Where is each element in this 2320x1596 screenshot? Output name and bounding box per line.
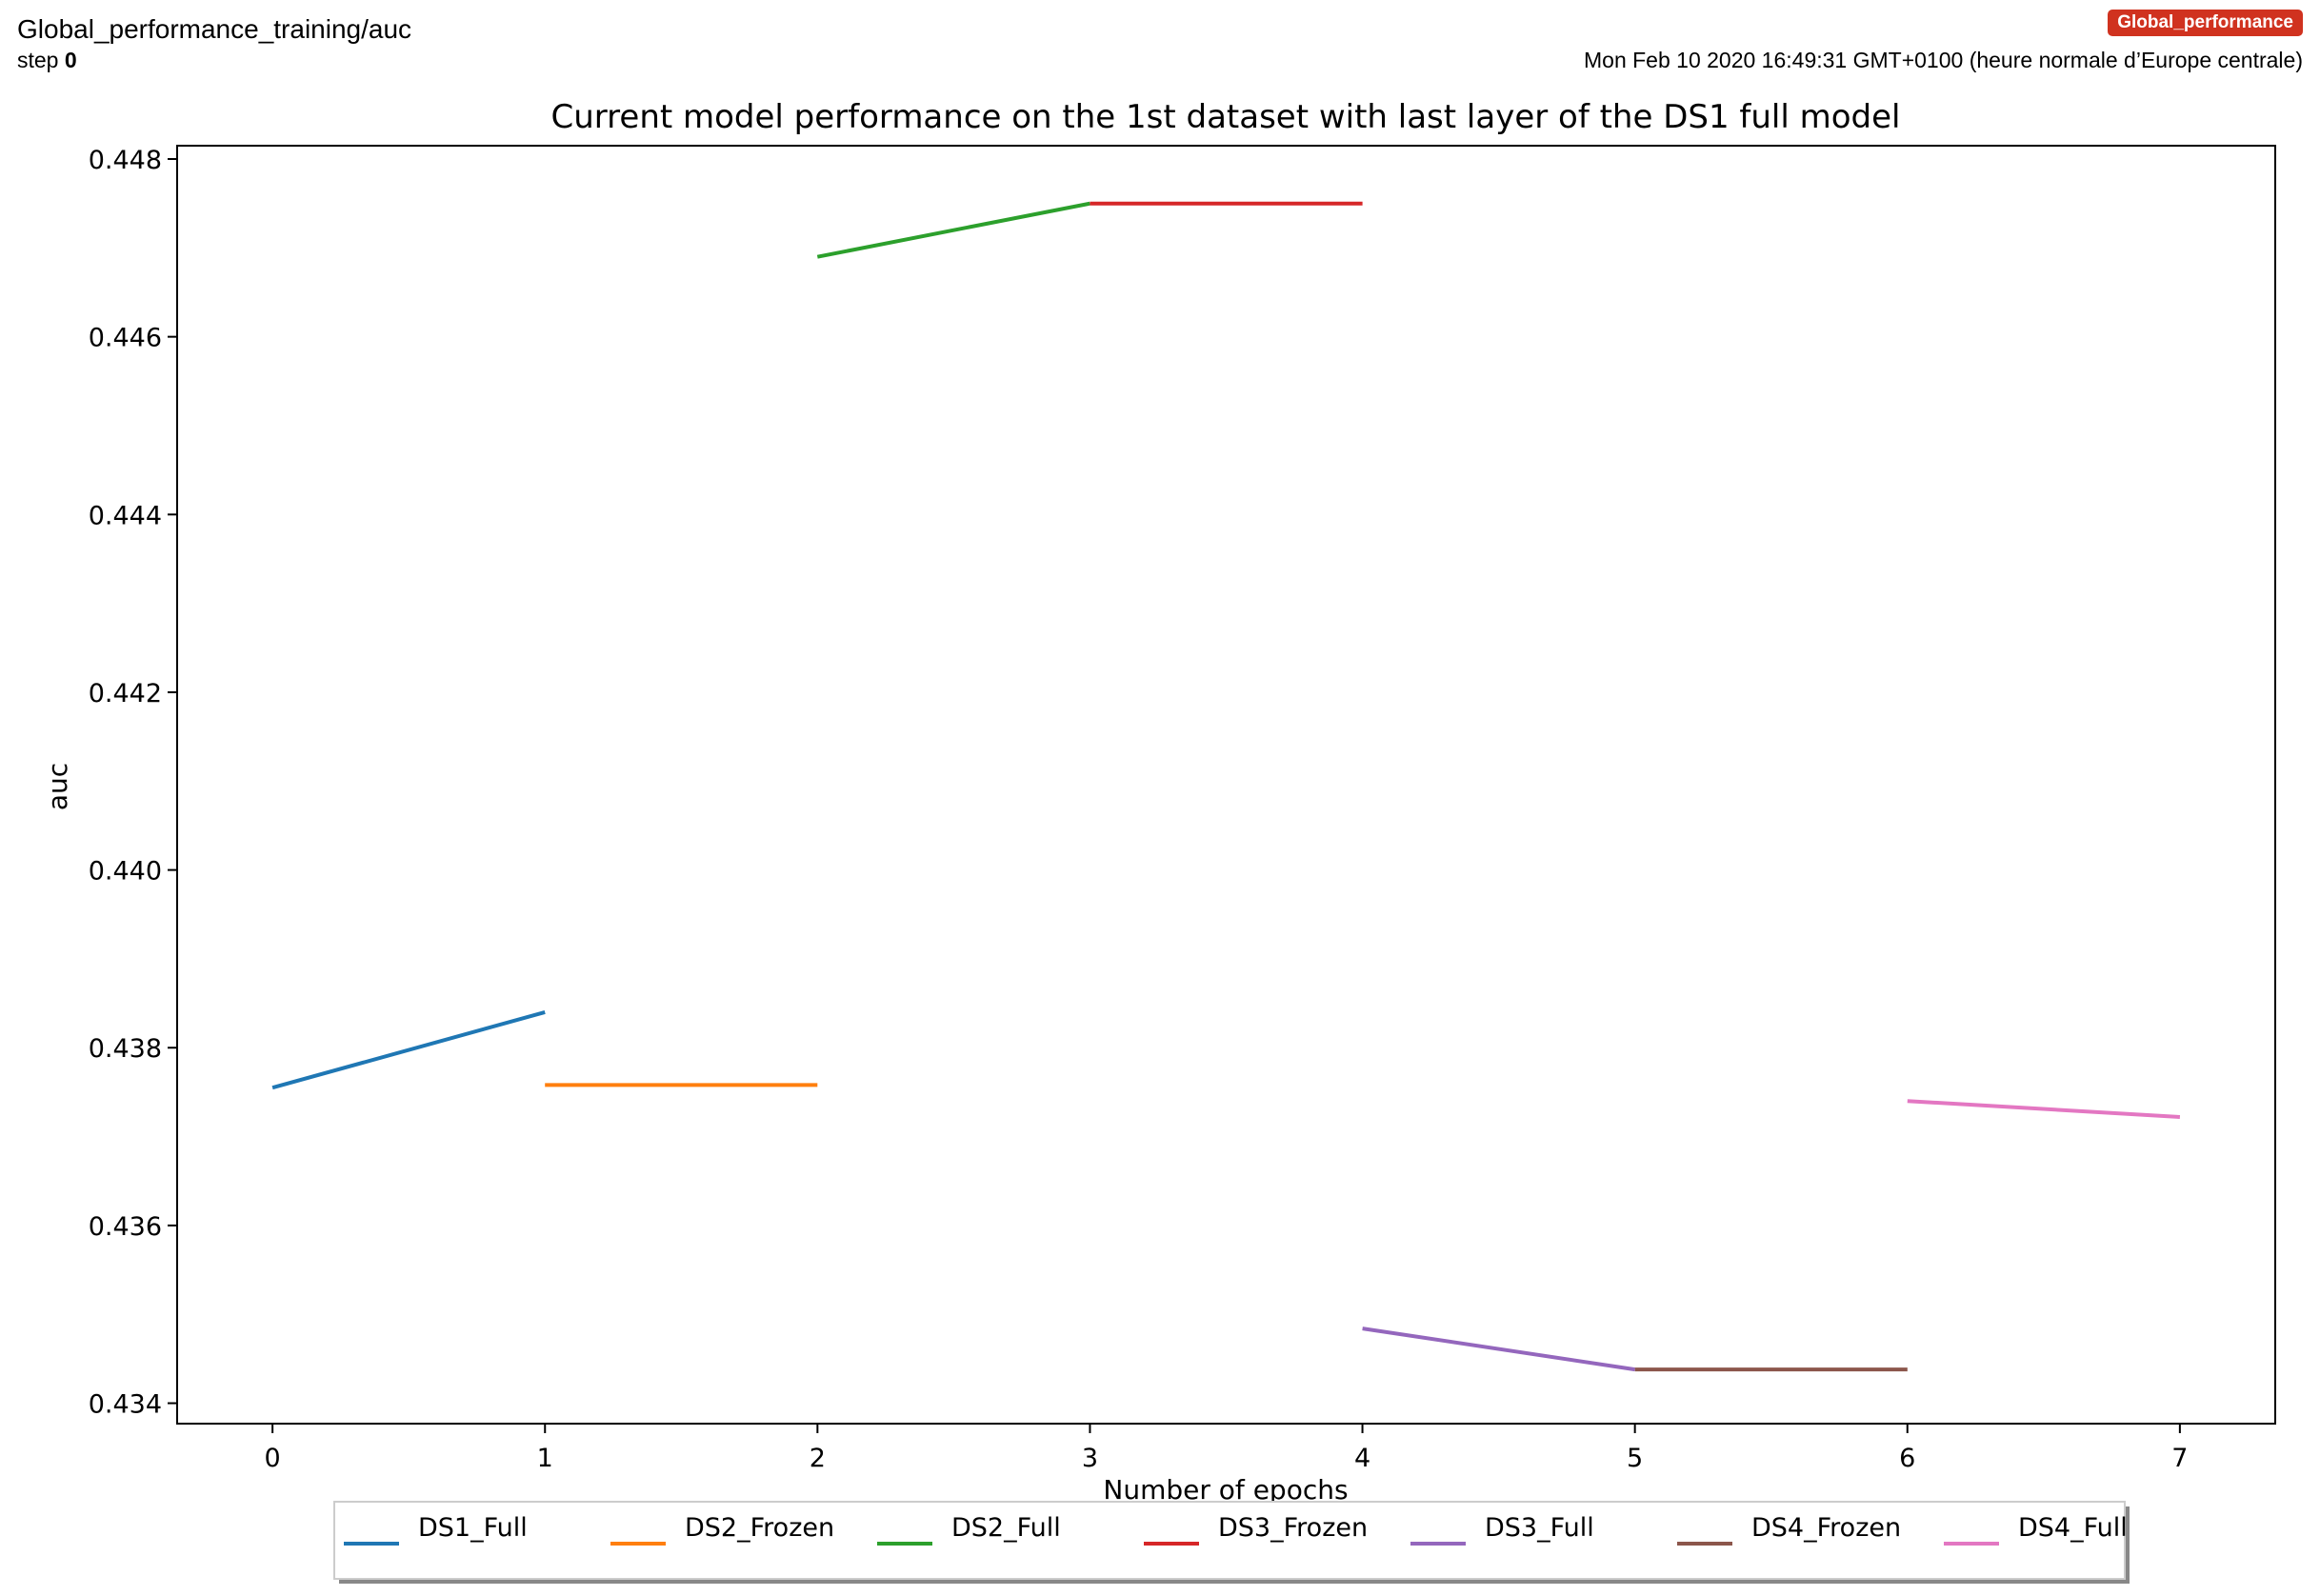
x-tick-label: 2 (810, 1444, 826, 1473)
panel-title: Global_performance_training/auc (17, 14, 412, 44)
series-lines (271, 201, 2181, 1372)
x-tick-label: 5 (1627, 1444, 1643, 1473)
y-tick-label: 0.434 (89, 1390, 162, 1420)
chart-title: Current model performance on the 1st dat… (551, 98, 1901, 136)
x-tick-label: 4 (1354, 1444, 1370, 1473)
y-tick-label: 0.436 (89, 1212, 162, 1242)
y-tick-label: 0.444 (89, 501, 162, 530)
x-axis-ticks: 0 1 2 3 4 5 6 7 (265, 1424, 2188, 1473)
legend-label-ds1-full: DS1_Full (418, 1513, 528, 1543)
legend-label-ds4-frozen: DS4_Frozen (1751, 1513, 1901, 1543)
y-tick-label: 0.440 (89, 857, 162, 887)
x-tick-label: 7 (2171, 1444, 2188, 1473)
x-tick-label: 1 (537, 1444, 553, 1473)
legend-label-ds2-full: DS2_Full (951, 1513, 1061, 1543)
legend: DS1_Full DS2_Frozen DS2_Full DS3_Frozen DS3_… (333, 1501, 2130, 1584)
y-tick-label: 0.442 (89, 679, 162, 708)
x-axis-label: Number of epochs (1103, 1474, 1348, 1506)
y-axis-ticks: 0.434 0.436 0.438 0.440 0.442 0.444 0.446 0.448 (89, 146, 177, 1420)
y-tick-label: 0.448 (89, 146, 162, 175)
x-tick-label: 0 (265, 1444, 281, 1473)
timestamp: Mon Feb 10 2020 16:49:31 GMT+0100 (heure… (1584, 48, 2303, 72)
legend-label-ds2-frozen: DS2_Frozen (685, 1513, 834, 1543)
step-value: 0 (64, 48, 77, 72)
x-tick-label: 6 (1899, 1444, 1915, 1473)
x-tick-label: 3 (1082, 1444, 1098, 1473)
y-tick-label: 0.438 (89, 1034, 162, 1064)
y-axis-label: auc (42, 763, 73, 810)
series-line-ds4-full (1907, 1099, 2181, 1119)
run-badge: Global_performance (2108, 10, 2303, 36)
legend-box (333, 1501, 2126, 1580)
series-line-ds3-full (1362, 1327, 1635, 1372)
plot-area (176, 145, 2276, 1425)
series-line-ds2-full (816, 201, 1090, 259)
step-indicator: step 0 (17, 46, 77, 74)
legend-label-ds3-frozen: DS3_Frozen (1218, 1513, 1368, 1543)
step-label: step (17, 48, 59, 72)
y-tick-label: 0.446 (89, 324, 162, 353)
legend-label-ds3-full: DS3_Full (1485, 1513, 1594, 1543)
legend-label-ds4-full: DS4_Full (2018, 1513, 2128, 1543)
series-line-ds1-full (271, 1009, 546, 1090)
